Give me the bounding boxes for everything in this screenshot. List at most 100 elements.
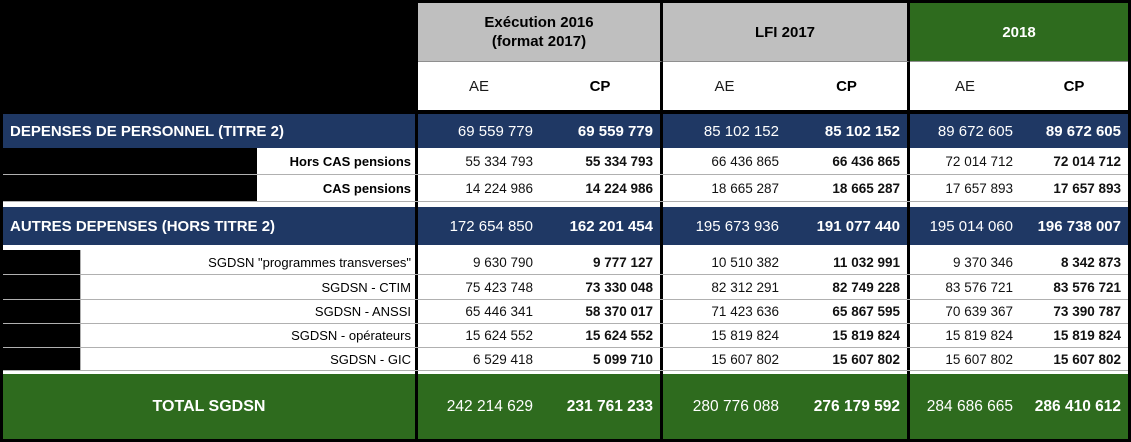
value-cell: 242 214 629: [446, 397, 533, 415]
value-cell: 72 014 712: [910, 148, 1020, 174]
row-sgdsn-operateurs: SGDSN - opérateurs 15 624 552 15 624 552…: [3, 324, 1128, 348]
value-cell: 5 099 710: [540, 348, 663, 370]
spacer-cell: [3, 371, 418, 374]
spacer-cell: [663, 371, 786, 374]
spacer-cell: [3, 245, 418, 250]
value-cell: 15 607 802: [1020, 348, 1128, 370]
header-corner-empty: [3, 3, 418, 62]
empty-indent-cell: [3, 148, 257, 174]
subheader-ae: AE: [910, 62, 1020, 110]
row-label-area: SGDSN - ANSSI: [3, 300, 418, 323]
header-years-row: Exécution 2016 (format 2017) LFI 2017 20…: [3, 3, 1128, 62]
spacer-cell: [540, 202, 663, 207]
row-cas-pensions: CAS pensions 14 224 986 14 224 986 18 66…: [3, 175, 1128, 202]
value-cell: 71 423 636: [663, 300, 786, 323]
subheader-ae: AE: [418, 62, 540, 110]
value-cell: 15 624 552: [540, 324, 663, 347]
total-label: TOTAL SGDSN: [3, 374, 418, 439]
empty-indent-cell: [3, 348, 81, 370]
value-cell: 11 032 991: [786, 250, 910, 274]
spacer-cell: [418, 202, 540, 207]
subheader-ae: AE: [663, 62, 786, 110]
value-cell: 85 102 152: [703, 122, 779, 140]
value-cell: 82 749 228: [786, 275, 910, 299]
value-cell: 70 639 367: [910, 300, 1020, 323]
value-cell: 15 819 824: [663, 324, 786, 347]
value-cell: 231 761 233: [540, 374, 663, 439]
value-cell: 280 776 088: [692, 397, 779, 415]
section-label: DEPENSES DE PERSONNEL (TITRE 2): [3, 114, 418, 148]
spacer-cell: [1020, 245, 1128, 250]
spacer-cell: [663, 202, 786, 207]
spacer-cell: [540, 371, 663, 374]
value-cell: 195 673 936: [695, 217, 779, 235]
spacer-row: [3, 245, 1128, 250]
year-header-line1: LFI 2017: [754, 23, 816, 41]
row-depenses-personnel: DEPENSES DE PERSONNEL (TITRE 2) 69 559 7…: [3, 114, 1128, 148]
year-header-execution-2016: Exécution 2016 (format 2017): [418, 3, 663, 62]
year-header-line1: 2018: [1002, 23, 1036, 41]
value-cell: 10 510 382: [663, 250, 786, 274]
spacer-cell: [418, 245, 540, 250]
value-cell: 65 446 341: [418, 300, 540, 323]
row-label-area: SGDSN "programmes transverses": [3, 250, 418, 274]
row-label-area: Hors CAS pensions: [3, 148, 418, 174]
value-cell: 55 334 793: [418, 148, 540, 174]
value-cell: 69 559 779: [457, 122, 533, 140]
row-sgdsn-gic: SGDSN - GIC 6 529 418 5 099 710 15 607 8…: [3, 348, 1128, 371]
empty-indent-cell: [3, 300, 81, 323]
row-label: SGDSN - ANSSI: [81, 300, 415, 323]
year-header-line1: Exécution 2016: [484, 14, 594, 31]
row-label-area: SGDSN - CTIM: [3, 275, 418, 299]
spacer-cell: [910, 371, 1020, 374]
value-cell: 17 657 893: [910, 175, 1020, 201]
value-cell: 65 867 595: [786, 300, 910, 323]
empty-indent-cell: [3, 250, 81, 274]
value-cell: 15 624 552: [418, 324, 540, 347]
value-cell: 15 607 802: [786, 348, 910, 370]
value-cell: 9 630 790: [418, 250, 540, 274]
year-header-2018: 2018: [910, 3, 1128, 62]
spacer-cell: [786, 371, 910, 374]
value-cell: 276 179 592: [786, 374, 910, 439]
empty-indent-cell: [3, 175, 257, 201]
row-sgdsn-ctim: SGDSN - CTIM 75 423 748 73 330 048 82 31…: [3, 275, 1128, 300]
value-cell: 6 529 418: [418, 348, 540, 370]
spacer-cell: [786, 202, 910, 207]
value-cell: 18 665 287: [663, 175, 786, 201]
spacer-cell: [3, 202, 418, 207]
value-cell: 196 738 007: [1037, 217, 1121, 235]
value-cell: 14 224 986: [540, 175, 663, 201]
row-label-area: CAS pensions: [3, 175, 418, 201]
value-cell: 286 410 612: [1034, 397, 1121, 415]
subheader-cp: CP: [1020, 62, 1128, 110]
spacer-row: [3, 371, 1128, 374]
subheader-cp: CP: [786, 62, 910, 110]
value-cell: 162 201 454: [540, 207, 663, 245]
value-cell: 15 819 824: [910, 324, 1020, 347]
header-aecp-row: AE CP AE CP AE CP: [3, 62, 1128, 110]
subheader-cp: CP: [540, 62, 663, 110]
spacer-cell: [910, 245, 1020, 250]
spacer-cell: [786, 245, 910, 250]
value-cell: 15 819 824: [1020, 324, 1128, 347]
row-label: SGDSN "programmes transverses": [81, 250, 415, 274]
value-cell: 82 312 291: [663, 275, 786, 299]
divider-band: [3, 110, 1128, 114]
row-sgdsn-programmes-transverses: SGDSN "programmes transverses" 9 630 790…: [3, 250, 1128, 275]
year-header-line2: (format 2017): [491, 33, 587, 50]
value-cell: 83 576 721: [910, 275, 1020, 299]
value-cell: 73 390 787: [1020, 300, 1128, 323]
value-cell: 66 436 865: [786, 148, 910, 174]
value-cell: 72 014 712: [1020, 148, 1128, 174]
value-cell: 15 607 802: [910, 348, 1020, 370]
value-cell: 75 423 748: [418, 275, 540, 299]
row-total-sgdsn: TOTAL SGDSN 242 214 629 231 761 233 280 …: [3, 374, 1128, 439]
value-cell: 284 686 665: [926, 397, 1013, 415]
value-cell: 89 672 605: [1045, 122, 1121, 140]
header-corner-empty: [3, 62, 418, 110]
row-autres-depenses: AUTRES DEPENSES (HORS TITRE 2) 172 654 8…: [3, 207, 1128, 245]
value-cell: 55 334 793: [540, 148, 663, 174]
year-header-lfi-2017: LFI 2017: [663, 3, 910, 62]
